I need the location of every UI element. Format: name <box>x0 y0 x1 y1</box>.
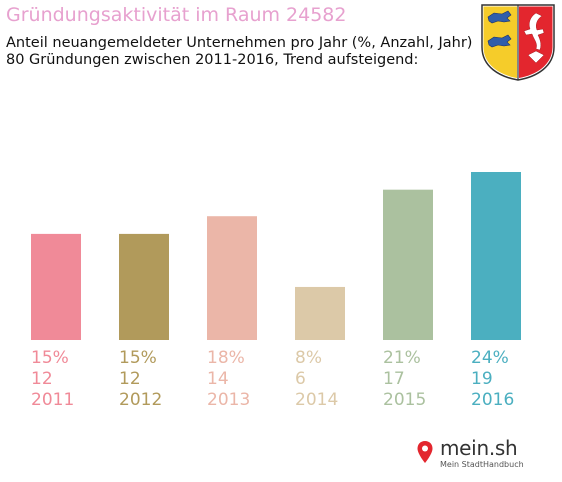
bar-2011 <box>31 233 81 340</box>
bar-2016 <box>471 172 521 340</box>
percent-label-2012: 15% <box>119 348 157 368</box>
percent-label-2016: 24% <box>471 348 509 368</box>
chart-subtitle: Anteil neuangemeldeter Unternehmen pro J… <box>6 35 472 69</box>
percent-label-2013: 18% <box>207 348 245 368</box>
year-label-2013: 2013 <box>207 390 250 410</box>
year-label-2016: 2016 <box>471 390 514 410</box>
logo-subtext: Mein StadtHandbuch <box>440 460 524 469</box>
count-label-2016: 19 <box>471 369 493 389</box>
coat-of-arms-icon <box>481 4 555 81</box>
percent-label-2015: 21% <box>383 348 421 368</box>
subtitle-line-2: 80 Gründungen zwischen 2011-2016, Trend … <box>6 52 419 68</box>
count-label-2011: 12 <box>31 369 53 389</box>
count-label-2014: 6 <box>295 369 306 389</box>
count-label-2015: 17 <box>383 369 405 389</box>
count-label-2012: 12 <box>119 369 141 389</box>
logo-text: mein.sh <box>440 436 518 460</box>
percent-label-2011: 15% <box>31 348 69 368</box>
year-label-2012: 2012 <box>119 390 162 410</box>
subtitle-line-1: Anteil neuangemeldeter Unternehmen pro J… <box>6 35 473 51</box>
bar-2012 <box>119 233 169 340</box>
percent-label-2014: 8% <box>295 348 322 368</box>
count-label-2013: 14 <box>207 369 229 389</box>
year-label-2014: 2014 <box>295 390 338 410</box>
bar-2013 <box>207 216 257 340</box>
map-pin-icon <box>417 441 433 463</box>
bar-2015 <box>383 189 433 340</box>
year-label-2011: 2011 <box>31 390 74 410</box>
mein-sh-logo: mein.sh Mein StadtHandbuch <box>414 434 526 474</box>
year-label-2015: 2015 <box>383 390 426 410</box>
bar-2014 <box>295 286 345 340</box>
page-title: Gründungsaktivität im Raum 24582 <box>6 4 347 26</box>
